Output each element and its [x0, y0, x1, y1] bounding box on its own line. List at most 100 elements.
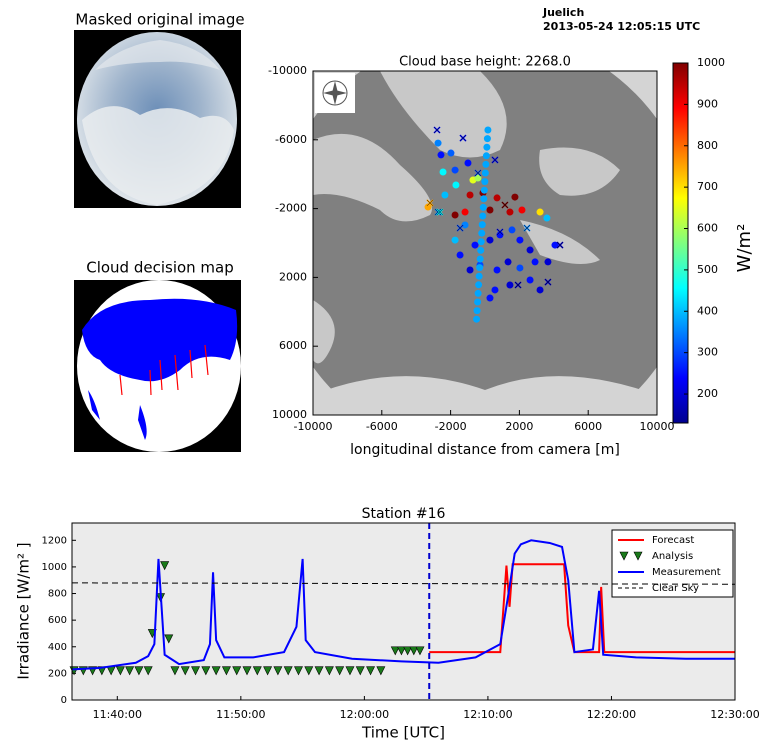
x-tick-label: 11:40:00	[93, 708, 142, 721]
dot-point	[508, 226, 516, 234]
dot-point	[506, 208, 514, 216]
dot-point	[479, 203, 487, 211]
dot-point	[466, 191, 474, 199]
dot-point	[483, 135, 491, 143]
dot-point	[464, 159, 472, 167]
dot-point	[477, 238, 485, 246]
axes-frame	[71, 522, 736, 701]
colorbar-tick-label: 800	[697, 139, 718, 152]
dot-point	[516, 236, 524, 244]
colorbar-label: W/m²	[734, 224, 755, 273]
x-tick-label: 12:10:00	[463, 708, 512, 721]
colorbar-tick-label: 500	[697, 263, 718, 276]
dot-point	[516, 264, 524, 272]
dot-point	[481, 169, 489, 177]
colorbar-tick-label: 200	[697, 387, 718, 400]
y-axis-label: Irradiance [W/m² ]	[15, 542, 33, 679]
x-tick-label: 10000	[640, 420, 675, 433]
dot-point	[481, 178, 489, 186]
cross-point	[496, 228, 504, 236]
colorbar	[672, 62, 689, 424]
cross-point	[544, 278, 552, 286]
x-tick-label: 6000	[574, 420, 602, 433]
y-tick-label: 1200	[42, 535, 67, 546]
analysis-marker	[143, 666, 153, 676]
y-tick-label: 10000	[272, 408, 307, 421]
dot-point	[471, 241, 479, 249]
analysis-marker	[221, 666, 231, 676]
dot-point	[437, 151, 445, 159]
legend	[611, 529, 734, 598]
cross-point	[459, 134, 467, 142]
analysis-marker	[191, 666, 201, 676]
cross-outline	[501, 201, 509, 209]
analysis-marker	[211, 666, 221, 676]
analysis-marker	[294, 666, 303, 676]
analysis-marker	[160, 561, 170, 571]
dot-point	[518, 206, 526, 214]
x-tick-label: 12:20:00	[587, 708, 636, 721]
dot-point	[483, 143, 491, 151]
cross-outline	[436, 208, 444, 216]
dot-point	[461, 208, 469, 216]
site: Juelich	[542, 6, 584, 19]
analysis-marker	[415, 646, 425, 656]
dot-point	[439, 168, 447, 176]
y-tick-label: -10000	[268, 64, 307, 77]
legend-marker	[619, 551, 629, 561]
y-tick-label: 6000	[279, 339, 307, 352]
analysis-marker	[273, 666, 283, 676]
analysis-marker	[170, 666, 180, 676]
dot-point	[466, 266, 474, 274]
colorbar-tick-label: 900	[697, 97, 718, 110]
cross-point	[514, 281, 522, 289]
cross-outline	[433, 126, 441, 134]
x-tick-label: 11:50:00	[216, 708, 265, 721]
cross-outline	[426, 199, 434, 207]
colorbar-tick-label: 1000	[697, 56, 725, 69]
colorbar-tick-label: 700	[697, 180, 718, 193]
dot-point	[474, 174, 482, 182]
analysis-marker	[304, 666, 314, 676]
dot-point	[486, 294, 494, 302]
points	[424, 126, 564, 323]
y-tick-label: 2000	[279, 270, 307, 283]
cross-point	[491, 156, 499, 164]
analysis-marker	[355, 666, 365, 676]
dot-point	[482, 160, 490, 168]
dot-point	[434, 139, 442, 147]
x-tick-label: 12:00:00	[340, 708, 389, 721]
dot-point	[511, 193, 519, 201]
dot-point	[456, 251, 464, 259]
panel-title: Masked original image	[75, 11, 244, 29]
analysis-marker	[164, 634, 174, 644]
cross-outline	[459, 134, 467, 142]
map-background	[313, 71, 657, 415]
dot-point	[544, 258, 552, 266]
series-line	[71, 582, 736, 585]
cross-point	[523, 224, 531, 232]
analysis-marker	[409, 646, 419, 656]
dot-point	[476, 255, 484, 263]
cross-point	[433, 126, 441, 134]
dot-point	[526, 276, 534, 284]
cross-point	[474, 169, 482, 177]
dot-point	[484, 126, 492, 134]
dot-point	[506, 281, 514, 289]
cross-outline	[556, 241, 564, 249]
dot-point	[451, 211, 459, 219]
y-tick-label: 1000	[42, 562, 67, 573]
legend-label: Clear Sky	[652, 583, 699, 594]
y-tick-label: -6000	[275, 133, 307, 146]
dot-point	[543, 214, 551, 222]
dot-point	[531, 258, 539, 266]
dot-point	[478, 221, 486, 229]
dot-point	[473, 307, 481, 315]
dot-point	[447, 149, 455, 157]
analysis-marker	[283, 666, 293, 676]
analysis-marker	[201, 666, 211, 676]
y-tick-label: 400	[48, 642, 67, 653]
dot-point	[452, 181, 460, 189]
y-tick-label: 0	[61, 695, 67, 706]
